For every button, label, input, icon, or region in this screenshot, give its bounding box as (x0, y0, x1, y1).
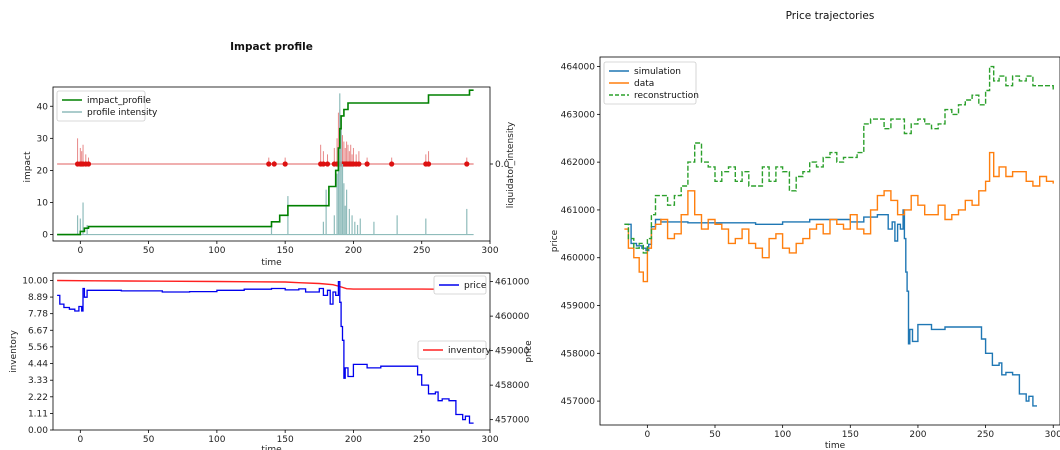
liquidator-point (271, 161, 277, 167)
price-line (57, 280, 474, 424)
panel2-y-tick-label: 7.78 (28, 310, 48, 320)
panel1-x-tick-label: 250 (413, 246, 430, 256)
panel3-x-tick-label: 200 (909, 430, 926, 440)
liquidator-point (85, 161, 92, 167)
panel2-x-tick-label: 100 (208, 435, 225, 445)
panel2-ylabel-right: price (524, 340, 534, 363)
liquidator-point (282, 161, 288, 167)
panel1-x-tick-label: 100 (208, 246, 225, 256)
panel2-frame (52, 272, 491, 431)
panel3-y-tick-label: 459000 (561, 302, 596, 312)
panel3-y-tick-label: 461000 (561, 206, 596, 216)
panel2-price-legend-box (433, 275, 487, 295)
liquidator-point (324, 161, 331, 167)
panel2-inventory-legend-label: inventory (448, 346, 492, 356)
panel1-y-tick-label: 40 (37, 102, 49, 112)
panel3-legend-label: simulation (634, 67, 681, 77)
panel2-x-tick-label: 50 (143, 435, 155, 445)
panel2-y-tick-label: 8.89 (28, 293, 48, 303)
liquidator-point (364, 161, 370, 167)
panel3-x-tick-label: 150 (842, 430, 859, 440)
inventory-line (57, 279, 470, 291)
panel2-y2-tick-label: 461000 (495, 278, 530, 288)
panel3-ylabel: price (550, 229, 560, 252)
panel3-y-tick-label: 460000 (561, 254, 596, 264)
panel2-x-tick-label: 150 (277, 435, 294, 445)
panel2-y-tick-label: 0.00 (28, 426, 48, 436)
panel2-x-tick-label: 300 (481, 435, 498, 445)
panel2-y-tick-label: 4.44 (28, 360, 48, 370)
panel1-y2-tick-label: 0.0 (495, 160, 510, 170)
panel3-x-tick-label: 50 (709, 430, 721, 440)
panel3-frame (599, 56, 1060, 426)
panel1-x-tick-label: 50 (143, 246, 155, 256)
panel2-xlabel: time (261, 445, 282, 450)
panel2-y2-tick-label: 458000 (495, 381, 530, 391)
liquidator-point (320, 161, 326, 167)
panel2-y2-tick-label: 459000 (495, 347, 530, 357)
panel2-y2-tick-label: 457000 (495, 416, 530, 426)
panel2-x-tick-label: 250 (413, 435, 430, 445)
panel1-x-tick-label: 300 (481, 246, 498, 256)
panel1-ylabel: impact (23, 151, 33, 182)
liquidator-point (266, 161, 272, 167)
panel1-y-tick-label: 0 (42, 231, 48, 241)
panel1-legend-label: profile intensity (87, 108, 158, 118)
panel1-y-tick-label: 10 (37, 199, 49, 209)
panel3-y-tick-label: 462000 (561, 158, 596, 168)
panel3-y-tick-label: 463000 (561, 110, 596, 120)
panel3-x-tick-label: 0 (644, 430, 650, 440)
panel3-x-tick-label: 100 (774, 430, 791, 440)
panel3-y-tick-label: 458000 (561, 349, 596, 359)
panel3-x-tick-label: 300 (1045, 430, 1060, 440)
panel3-legend-label: data (634, 79, 654, 89)
liquidator-point (389, 161, 395, 167)
panel2-ylabel: inventory (9, 329, 19, 373)
panel1-ylabel-right: liquidator_intensity (506, 121, 516, 208)
panel2-y-tick-label: 6.67 (28, 326, 48, 336)
panel2-inventory-legend-box (417, 340, 487, 360)
panel1-legend-label: impact_profile (87, 96, 151, 106)
panel1-xlabel: time (261, 258, 282, 268)
panel1-y-tick-label: 20 (37, 166, 49, 176)
panel1-y-tick-label: 30 (37, 134, 49, 144)
panel2-y-tick-label: 3.33 (28, 376, 48, 386)
panel2-y-tick-label: 10.00 (22, 276, 48, 286)
panel2-y-tick-label: 1.11 (28, 409, 48, 419)
liquidator-point (356, 161, 362, 167)
impact-profile-line (57, 89, 474, 236)
panel3-y-tick-label: 464000 (561, 63, 596, 73)
panel3-title: Price trajectories (786, 10, 875, 22)
panel1-x-tick-label: 200 (345, 246, 362, 256)
panel3-legend-label: reconstruction (634, 91, 699, 101)
series-reconstruction-line (624, 65, 1054, 254)
series-data-line (624, 151, 1054, 283)
panel3-x-tick-label: 250 (977, 430, 994, 440)
panel2-y-tick-label: 5.56 (28, 343, 48, 353)
panel1-legend-box (56, 90, 146, 122)
panel1-title: Impact profile (230, 41, 313, 53)
panel1-x-tick-label: 0 (77, 246, 83, 256)
panel2-x-tick-label: 200 (345, 435, 362, 445)
panel1-x-tick-label: 150 (277, 246, 294, 256)
series-simulation-line (624, 209, 1037, 407)
liquidator-point (425, 161, 432, 167)
panel3-y-tick-label: 457000 (561, 397, 596, 407)
panel3-xlabel: time (825, 441, 846, 450)
panel3-legend-box (603, 61, 697, 105)
panel2-price-legend-label: price (464, 281, 487, 291)
liquidator-point (464, 161, 470, 167)
panel2-y-tick-label: 2.22 (28, 393, 48, 403)
panel2-x-tick-label: 0 (77, 435, 83, 445)
panel2-y2-tick-label: 460000 (495, 312, 530, 322)
